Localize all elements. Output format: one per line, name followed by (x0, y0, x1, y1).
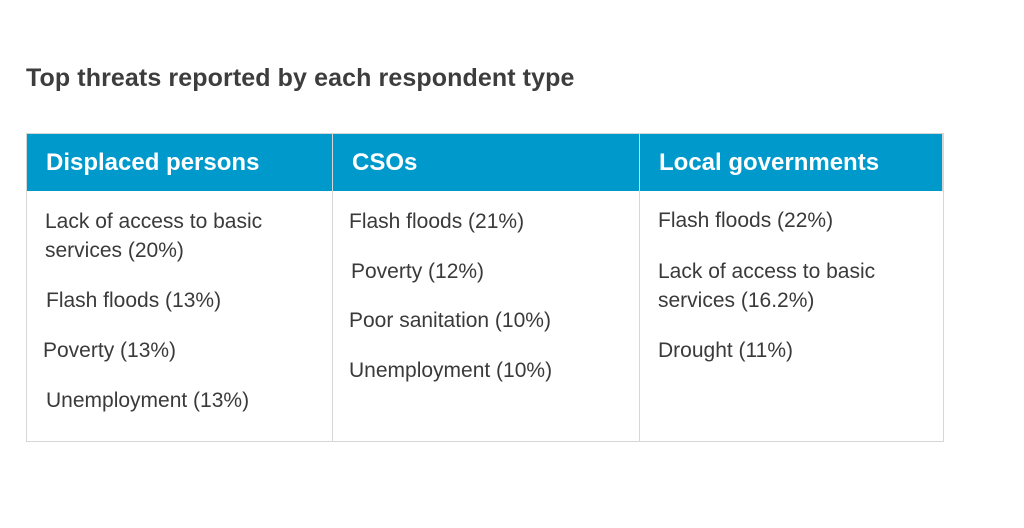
header-csos: CSOs (333, 134, 640, 191)
column-displaced-persons: Lack of access to basic services (20%) F… (27, 191, 333, 441)
item-text-line: Lack of access to basic (45, 210, 263, 233)
header-displaced-persons: Displaced persons (27, 134, 333, 191)
column-csos: Flash floods (21%) Poverty (12%) Poor sa… (333, 191, 640, 441)
list-item: Poverty (12%) (351, 260, 485, 283)
header-local-governments: Local governments (640, 134, 943, 191)
list-item: Flash floods (13%) (46, 289, 222, 312)
list-item: Drought (11%) (658, 339, 794, 362)
list-item: Flash floods (21%) (349, 210, 525, 233)
column-local-governments: Flash floods (22%) Lack of access to bas… (640, 191, 943, 441)
item-text-line: services (16.2%) (658, 289, 815, 312)
list-item: Poor sanitation (10%) (349, 309, 551, 332)
item-text-line: Lack of access to basic (658, 260, 876, 283)
list-item: Flash floods (22%) (658, 209, 834, 232)
list-item: Lack of access to basic services (16.2%) (658, 257, 875, 315)
page-title: Top threats reported by each respondent … (26, 64, 575, 92)
list-item: Lack of access to basic services (20%) (45, 207, 262, 265)
item-text-line: services (20%) (45, 239, 184, 262)
threats-table: Displaced persons CSOs Local governments… (26, 133, 944, 442)
list-item: Unemployment (10%) (349, 359, 553, 382)
list-item: Unemployment (13%) (46, 389, 250, 412)
list-item: Poverty (13%) (43, 339, 177, 362)
